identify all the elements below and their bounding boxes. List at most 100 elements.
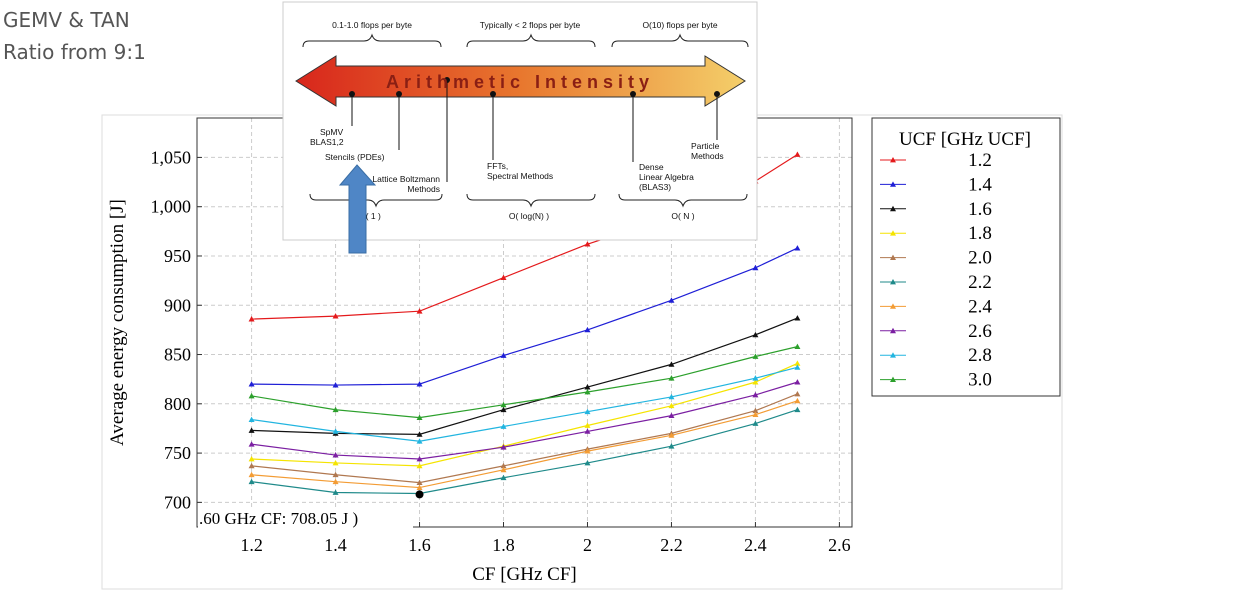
point <box>752 420 759 426</box>
x-tick-label: 2.2 <box>660 535 683 555</box>
legend-marker <box>890 327 896 334</box>
point <box>500 466 507 473</box>
y-tick-label: 700 <box>164 492 191 512</box>
legend-label: 2.6 <box>968 321 992 342</box>
point <box>752 375 759 381</box>
y-tick-label: 900 <box>164 295 191 315</box>
brace <box>309 193 748 208</box>
point <box>752 411 759 418</box>
point <box>332 471 339 478</box>
legend-label: 2.4 <box>968 296 992 317</box>
y-axis-label: Average energy consumption [J] <box>107 199 128 446</box>
point <box>584 448 591 454</box>
label: 0.1-1.0 flops per byte <box>332 20 412 30</box>
connectors <box>351 80 718 182</box>
slide-title: Ratio from 9:1 <box>3 40 146 64</box>
y-tick-label: 750 <box>164 443 191 463</box>
point <box>332 406 339 413</box>
point <box>416 414 423 421</box>
point <box>416 479 423 486</box>
y-tick-label: 1,050 <box>151 147 192 167</box>
y-tick-label: 1,000 <box>151 197 192 217</box>
point <box>500 444 507 450</box>
point <box>794 406 801 413</box>
point <box>500 474 507 481</box>
point <box>248 416 255 422</box>
series-line <box>251 366 798 442</box>
point <box>668 402 675 409</box>
legend-label: 3.0 <box>968 370 992 391</box>
point <box>794 151 801 157</box>
slide-title: GEMV & TAN <box>3 8 130 32</box>
point <box>332 478 339 485</box>
point <box>248 392 255 399</box>
chart: 700 750 800 850 900 950 1,000 1,050 1.2 1.4 1.6 1.8… <box>107 117 1061 585</box>
x-axis-label: CF [GHz CF] <box>472 564 577 585</box>
point <box>416 462 423 469</box>
point <box>332 313 339 319</box>
x-tick-label: 1.4 <box>324 535 347 555</box>
point <box>248 462 255 469</box>
label: Lattice Boltzmann Methods <box>372 174 440 194</box>
x-tick-label: 2 <box>583 535 592 555</box>
legend-marker <box>890 279 896 285</box>
legend-label: 1.6 <box>968 199 992 220</box>
label: Particle Methods <box>691 141 724 161</box>
series-line <box>251 400 798 489</box>
point <box>752 353 759 359</box>
y-tick-label: 950 <box>164 246 191 266</box>
point <box>752 391 759 398</box>
legend-marker <box>890 157 896 163</box>
point <box>668 393 675 400</box>
point <box>584 422 591 428</box>
point <box>752 331 759 338</box>
legend-title: UCF [GHz UCF] <box>899 129 1031 150</box>
point <box>332 459 339 466</box>
point <box>416 381 423 387</box>
point <box>584 388 591 395</box>
point <box>752 264 759 271</box>
legend-label: 1.4 <box>968 174 992 195</box>
point <box>668 375 675 381</box>
point <box>584 459 591 466</box>
label: Typically < 2 flops per byte <box>480 20 581 30</box>
point <box>794 397 801 404</box>
series-line <box>251 247 798 386</box>
point <box>500 274 507 281</box>
point <box>794 364 801 370</box>
label: O( log(N) ) <box>509 211 549 221</box>
point <box>248 455 255 462</box>
point <box>584 428 591 434</box>
brace <box>302 33 749 48</box>
x-tick-label: 1.8 <box>492 535 515 555</box>
point <box>500 401 507 408</box>
label: O(10) flops per byte <box>642 20 717 30</box>
legend-marker <box>890 254 896 260</box>
point <box>584 326 591 333</box>
pointer-arrow <box>338 164 377 254</box>
series-line <box>251 409 798 495</box>
point <box>794 360 801 366</box>
legend-label: 1.2 <box>968 150 992 171</box>
legend-marker <box>890 205 896 212</box>
point <box>248 471 255 478</box>
point <box>416 431 423 437</box>
label: O( N ) <box>671 211 694 221</box>
point <box>248 427 255 433</box>
point <box>248 381 255 387</box>
legend-marker <box>890 376 896 382</box>
point <box>668 297 675 303</box>
point <box>416 455 423 462</box>
point <box>752 407 759 414</box>
point <box>668 443 675 449</box>
label: O( 1 ) <box>359 211 381 221</box>
legend-marker <box>890 303 896 309</box>
point <box>794 315 801 321</box>
point <box>668 432 675 438</box>
series-line <box>251 381 798 460</box>
diagram-overlay: 0.1-1.0 flops per byte Typically < 2 flo… <box>282 1 758 254</box>
point <box>794 390 801 397</box>
x-tick-label: 2.6 <box>828 535 851 555</box>
point <box>500 352 507 358</box>
legend-label: 2.2 <box>968 272 992 293</box>
